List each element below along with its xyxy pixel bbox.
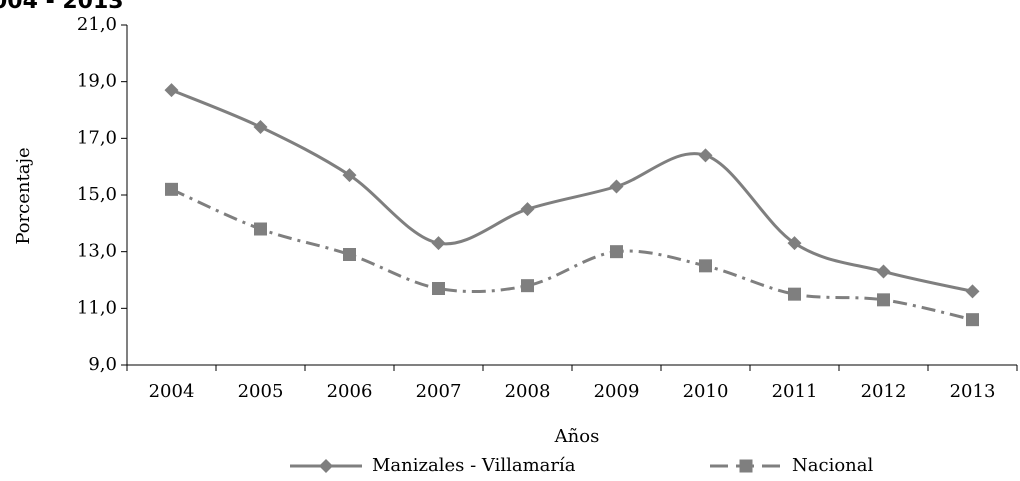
data-point: [521, 279, 534, 293]
x-axis-label: Años: [554, 426, 600, 447]
legend-label: Manizales - Villamaría: [372, 455, 576, 476]
x-tick-label: 2013: [950, 381, 996, 402]
legend-marker: [319, 459, 333, 473]
x-tick-label: 2006: [327, 381, 373, 402]
data-point: [342, 168, 357, 183]
x-tick-label: 2009: [594, 381, 640, 402]
x-tick-label: 2005: [238, 381, 284, 402]
data-point: [788, 287, 801, 301]
data-point: [165, 182, 178, 196]
x-tick-label: 2011: [772, 381, 818, 402]
data-point: [876, 264, 891, 279]
data-point: [877, 293, 890, 307]
data-point: [787, 236, 802, 251]
data-point: [254, 222, 267, 236]
data-point: [610, 245, 623, 259]
data-point: [520, 202, 535, 217]
y-tick-label: 17,0: [77, 127, 117, 148]
chart-title: 004 - 2013: [0, 0, 124, 14]
y-tick-label: 9,0: [88, 354, 117, 375]
y-axis-label: Porcentaje: [13, 147, 34, 244]
data-point: [698, 148, 713, 163]
data-point: [164, 83, 179, 98]
data-point: [253, 120, 268, 134]
x-tick-label: 2008: [505, 381, 551, 402]
y-tick-label: 21,0: [77, 14, 117, 35]
data-point: [432, 282, 445, 295]
data-point: [699, 259, 712, 273]
series-line: [170, 187, 973, 322]
x-tick-label: 2010: [683, 381, 729, 402]
data-point: [609, 179, 624, 194]
y-tick-label: 19,0: [77, 71, 117, 92]
y-tick-label: 11,0: [77, 297, 117, 318]
data-point: [431, 236, 446, 251]
y-tick-label: 15,0: [77, 184, 117, 205]
legend-marker: [739, 459, 753, 473]
y-tick-label: 13,0: [77, 241, 117, 262]
x-tick-label: 2007: [416, 381, 462, 402]
data-point: [966, 313, 979, 327]
data-point: [343, 248, 356, 261]
x-tick-label: 2012: [861, 381, 907, 402]
legend-label: Nacional: [792, 455, 873, 476]
series-line: [170, 88, 973, 293]
data-point: [965, 284, 980, 299]
x-tick-label: 2004: [149, 381, 195, 402]
